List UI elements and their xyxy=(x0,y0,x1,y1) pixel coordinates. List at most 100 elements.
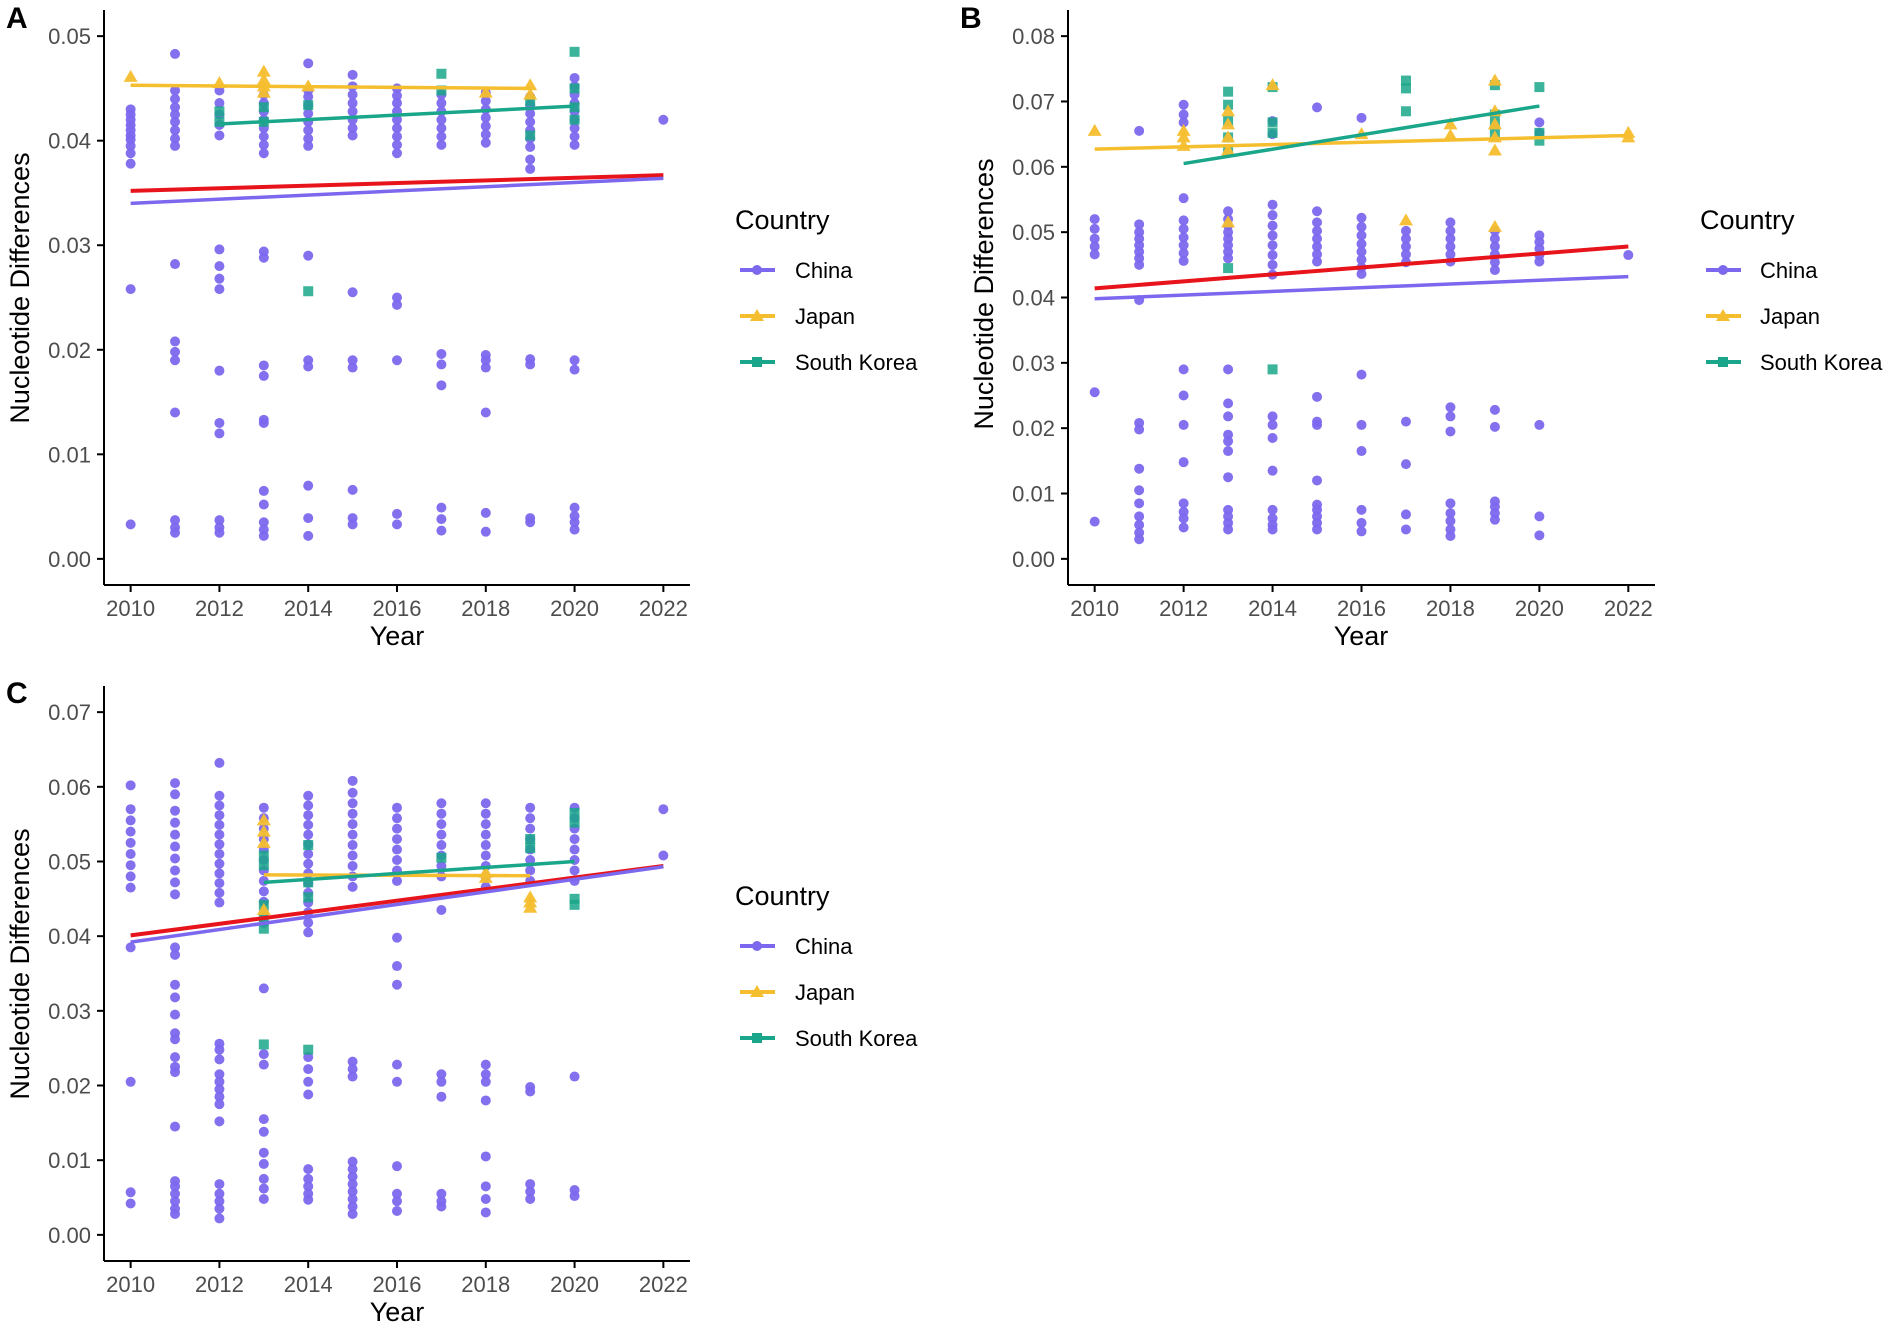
data-point-china xyxy=(436,860,447,871)
data-point-china xyxy=(392,299,402,310)
data-point-china xyxy=(125,826,136,837)
data-point-china xyxy=(1445,233,1456,244)
legend-label-south-korea: South Korea xyxy=(795,350,918,375)
data-point-china xyxy=(525,865,536,876)
data-point-japan xyxy=(123,69,138,82)
x-tick-label: 2014 xyxy=(1248,596,1297,621)
data-point-china xyxy=(303,1089,314,1100)
data-point-china xyxy=(303,530,314,541)
data-point-china xyxy=(170,102,181,113)
data-point-china xyxy=(125,882,136,893)
x-tick-label: 2016 xyxy=(373,596,422,621)
data-point-china xyxy=(569,1071,580,1082)
data-point-japan xyxy=(523,900,538,913)
data-point-china xyxy=(480,1059,491,1070)
data-point-china xyxy=(347,1164,358,1175)
trend-line-china xyxy=(130,864,664,944)
data-point-china xyxy=(347,775,358,786)
data-point-china xyxy=(480,1095,491,1106)
data-point-china xyxy=(569,502,580,513)
data-point-china xyxy=(347,819,358,830)
data-point-china xyxy=(170,949,181,960)
data-point-china xyxy=(1489,265,1500,276)
data-point-china xyxy=(1267,432,1278,443)
data-point-south-korea xyxy=(1267,127,1278,138)
data-point-china xyxy=(392,114,402,125)
data-point-china xyxy=(347,89,358,100)
data-point-china xyxy=(125,815,136,826)
data-point-china xyxy=(214,1054,225,1065)
data-point-china xyxy=(525,163,536,174)
data-point-china xyxy=(258,1049,269,1060)
data-point-china xyxy=(1445,241,1456,252)
data-point-china xyxy=(214,790,225,801)
data-point-china xyxy=(258,1114,269,1125)
data-point-china xyxy=(525,517,536,528)
data-point-south-korea xyxy=(436,85,447,96)
data-point-china xyxy=(525,802,536,813)
data-point-china xyxy=(303,1181,314,1192)
y-tick-label: 0.02 xyxy=(48,338,91,363)
data-point-china xyxy=(170,877,181,888)
data-point-china xyxy=(303,108,314,119)
y-tick-label: 0.05 xyxy=(48,24,91,49)
data-point-china xyxy=(170,407,181,418)
data-point-china xyxy=(170,259,181,270)
data-point-china xyxy=(1445,411,1456,422)
data-point-china xyxy=(525,154,536,165)
data-point-japan xyxy=(1398,213,1413,226)
data-point-china xyxy=(214,849,225,860)
data-point-china xyxy=(1267,230,1278,241)
data-point-china xyxy=(1400,225,1411,236)
data-point-china xyxy=(1400,459,1411,470)
data-point-china xyxy=(214,839,225,850)
data-point-china xyxy=(1534,256,1545,267)
data-point-china xyxy=(303,927,314,938)
data-point-south-korea xyxy=(436,852,447,863)
data-point-china xyxy=(1089,387,1100,398)
data-point-china xyxy=(258,1147,269,1158)
data-point-china xyxy=(258,886,269,897)
data-point-china xyxy=(214,1213,225,1224)
data-point-china xyxy=(170,527,181,538)
y-tick-label: 0.04 xyxy=(48,924,91,949)
data-point-south-korea xyxy=(258,850,269,861)
data-point-china xyxy=(170,346,181,357)
data-point-china xyxy=(1400,249,1411,260)
data-point-china xyxy=(258,1059,269,1070)
data-point-china xyxy=(258,1126,269,1137)
data-point-china xyxy=(258,983,269,994)
data-point-china xyxy=(525,108,536,119)
data-point-china xyxy=(1267,411,1278,422)
data-point-china xyxy=(125,804,136,815)
data-point-china xyxy=(392,123,402,134)
data-point-china xyxy=(480,355,491,366)
trend-line-china xyxy=(1094,274,1629,301)
y-tick-label: 0.05 xyxy=(1012,220,1055,245)
data-point-china xyxy=(569,524,580,535)
data-point-china xyxy=(347,1201,358,1212)
data-point-china xyxy=(480,362,491,373)
data-point-china xyxy=(1445,402,1456,413)
y-tick-label: 0.01 xyxy=(48,1148,91,1173)
data-point-china xyxy=(347,787,358,798)
data-point-china xyxy=(1356,268,1367,279)
series-china xyxy=(125,757,669,1224)
data-point-china xyxy=(170,1188,181,1199)
data-point-china xyxy=(1445,508,1456,519)
panel-letter: C xyxy=(6,677,28,710)
data-point-china xyxy=(1223,398,1234,409)
data-point-china xyxy=(1312,241,1323,252)
x-tick-label: 2020 xyxy=(1515,596,1564,621)
data-point-china xyxy=(480,507,491,518)
x-tick-label: 2010 xyxy=(106,596,155,621)
y-tick-label: 0.06 xyxy=(48,775,91,800)
data-point-south-korea xyxy=(1400,106,1411,117)
data-point-china xyxy=(347,355,358,366)
data-point-japan xyxy=(1443,128,1458,141)
data-point-china xyxy=(214,1044,225,1055)
data-point-china xyxy=(1312,102,1323,113)
data-point-china xyxy=(1489,421,1500,432)
trend-line-south-korea xyxy=(1183,104,1540,166)
data-point-china xyxy=(258,1183,269,1194)
